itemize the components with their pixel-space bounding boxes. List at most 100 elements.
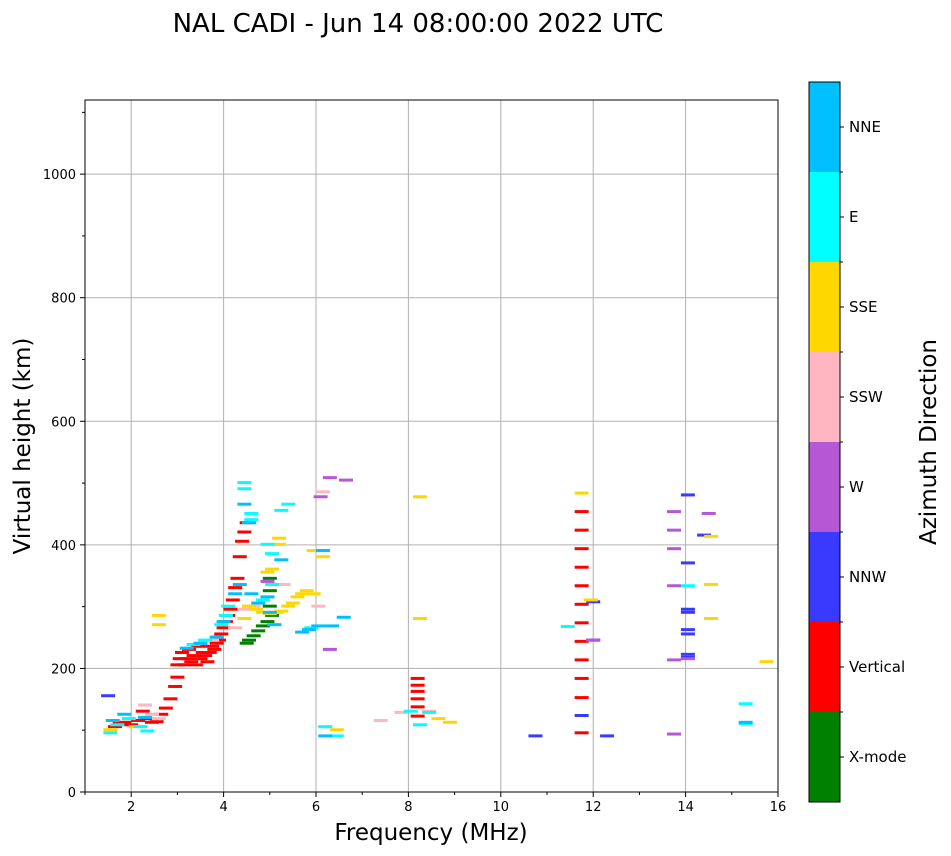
echo-point-x-mode: [251, 629, 266, 633]
colorbar-swatch-vertical: [809, 622, 840, 712]
echo-point-sse: [442, 720, 457, 724]
echo-point-e: [304, 626, 319, 630]
echo-point-vertical: [410, 689, 425, 693]
echo-point-sse: [295, 592, 310, 596]
echo-point-e: [198, 638, 213, 642]
echo-point-nne: [295, 630, 310, 634]
echo-point-e: [237, 487, 252, 491]
echo-point-e: [133, 725, 148, 729]
echo-point-nne: [105, 718, 120, 722]
echo-point-sse: [242, 604, 257, 608]
echo-point-nnw: [680, 607, 695, 611]
echo-point-sse: [265, 567, 280, 571]
echo-point-e: [110, 723, 125, 727]
echo-point-sse: [272, 542, 287, 546]
echo-point-sse: [285, 601, 300, 605]
echo-point-vertical: [574, 602, 589, 606]
echo-point-e: [237, 481, 252, 485]
echo-point-vertical: [574, 639, 589, 643]
echo-point-vertical: [223, 607, 238, 611]
echo-point-vertical: [163, 697, 178, 701]
echo-point-w: [667, 584, 682, 588]
echo-point-e: [218, 613, 233, 617]
echo-point-nnw: [528, 734, 543, 738]
echo-point-vertical: [200, 660, 215, 664]
echo-point-e: [403, 709, 418, 713]
echo-point-w: [680, 657, 695, 661]
echo-point-sse: [299, 589, 314, 593]
y-tick-label: 800: [51, 292, 76, 307]
echo-point-w: [667, 547, 682, 551]
x-axis-ticks: 2 4 6 8 10 12 14 16: [84, 792, 787, 815]
echo-point-nne: [311, 624, 326, 628]
echo-point-sse: [151, 623, 166, 627]
echo-point-sse: [274, 609, 289, 613]
echo-point-vertical: [574, 676, 589, 680]
echo-point-vertical: [574, 510, 589, 514]
echo-point-w: [586, 638, 601, 642]
echo-point-e: [255, 598, 270, 602]
echo-point-x-mode: [260, 620, 275, 624]
colorbar-tick-label: NNE: [849, 118, 881, 136]
echo-point-nnw: [680, 610, 695, 614]
echo-point-e: [244, 518, 259, 522]
echo-point-nnw: [101, 694, 116, 698]
echo-point-e: [281, 502, 296, 506]
colorbar-frame: [808, 81, 841, 803]
echo-point-sse: [290, 595, 305, 599]
echo-point-vertical: [191, 644, 206, 648]
echo-point-e: [318, 725, 333, 729]
x-tick-label: 4: [219, 800, 227, 815]
colorbar-swatch-nne: [809, 82, 840, 172]
echo-point-vertical: [574, 696, 589, 700]
echo-point-nne: [274, 558, 289, 562]
echo-point-ssw: [394, 710, 409, 714]
echo-point-sse: [281, 604, 296, 608]
y-axis-ticks: 0 200 400 600 800 1000: [43, 111, 85, 801]
echo-point-nne: [336, 615, 351, 619]
echo-point-x-mode: [262, 576, 277, 580]
echo-point-e: [244, 511, 259, 515]
colorbar-tick-label: W: [849, 478, 864, 496]
colorbar-tick-label: X-mode: [849, 748, 906, 766]
echo-point-ssw: [315, 490, 330, 494]
echo-point-nne: [260, 595, 275, 599]
y-axis-label: Virtual height (km): [10, 338, 36, 555]
x-tick-label: 6: [312, 800, 320, 815]
echo-point-nnw: [586, 600, 601, 604]
echo-point-w: [313, 495, 328, 499]
echo-point-nne: [302, 628, 317, 632]
echo-point-vertical: [175, 650, 190, 654]
echo-point-vertical: [574, 584, 589, 588]
chart-title: NAL CADI - Jun 14 08:00:00 2022 UTC: [173, 9, 664, 39]
echo-point-nnw: [680, 652, 695, 656]
colorbar-tick-label: E: [849, 208, 858, 226]
echo-point-vertical: [574, 565, 589, 569]
echo-point-nnw: [680, 493, 695, 497]
x-tick-label: 16: [770, 800, 787, 815]
echo-point-ssw: [311, 604, 326, 608]
plot-frame: [84, 99, 779, 793]
echo-point-vertical: [168, 684, 183, 688]
echo-point-nnw: [680, 561, 695, 565]
echo-point-sse: [237, 617, 252, 620]
colorbar-tick-label: SSE: [849, 298, 878, 316]
echo-point-e: [329, 734, 344, 738]
colorbar-swatch-x-mode: [809, 712, 840, 802]
echo-point-vertical: [131, 718, 146, 722]
echo-point-w: [667, 658, 682, 662]
echo-point-e: [560, 625, 575, 629]
echo-point-sse: [412, 495, 427, 499]
echo-point-nne: [267, 623, 282, 627]
echo-point-nne: [179, 646, 194, 650]
colorbar: X-mode Vertical NNW W SSW SSE E NNE: [808, 81, 906, 803]
echo-point-ssw: [276, 583, 291, 587]
echo-point-w: [322, 647, 337, 651]
y-tick-label: 200: [51, 662, 76, 677]
echo-point-sse: [431, 717, 446, 721]
echo-point-e: [214, 623, 229, 627]
echo-point-e: [412, 723, 427, 727]
colorbar-label: Azimuth Direction: [916, 339, 942, 545]
echo-point-nne: [216, 620, 231, 624]
